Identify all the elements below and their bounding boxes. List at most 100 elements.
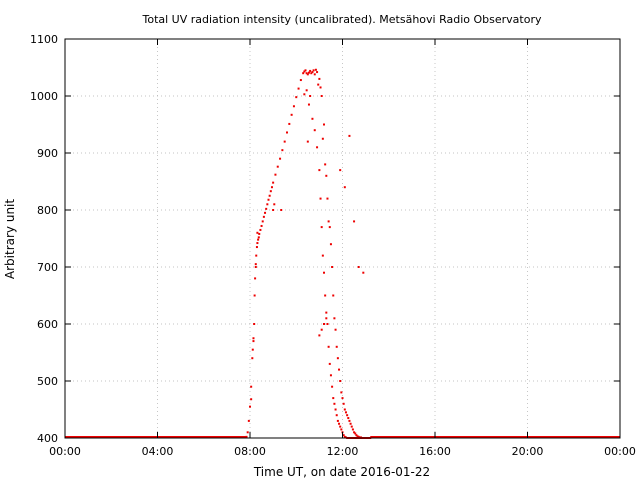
data-point (319, 86, 322, 89)
data-point (323, 323, 325, 325)
data-point (246, 431, 249, 434)
data-point (276, 165, 279, 168)
x-tick-label: 12:00 (327, 445, 359, 458)
x-tick-label: 00:00 (604, 445, 636, 458)
y-tick-label: 500 (37, 375, 58, 388)
data-point (283, 140, 286, 143)
data-point (333, 317, 336, 320)
x-tick-label: 16:00 (419, 445, 451, 458)
data-point (262, 215, 265, 218)
ticks-layer: 400 500 600 700 800 900 1000 1100 00:00 04:00 08:0… (30, 33, 636, 458)
data-point (328, 362, 331, 365)
data-point (290, 113, 293, 116)
data-point (255, 246, 258, 249)
data-point (334, 328, 337, 331)
data-point (256, 231, 259, 234)
data-point (347, 417, 350, 420)
data-point (264, 211, 267, 214)
data-point (343, 408, 346, 411)
data-point (349, 422, 352, 425)
data-point (254, 263, 257, 266)
data-point (268, 194, 271, 197)
data-point (321, 137, 324, 140)
data-point (324, 294, 327, 297)
data-point (255, 254, 258, 257)
data-point (327, 345, 330, 348)
data-point (270, 186, 273, 189)
data-point (318, 77, 321, 80)
data-point (334, 408, 337, 411)
data-point (323, 271, 325, 274)
data-point (343, 435, 346, 438)
data-point (305, 89, 308, 92)
data-point (325, 174, 328, 177)
data-point (346, 414, 349, 417)
data-point (353, 431, 356, 434)
data-point (348, 134, 351, 137)
data-point (299, 79, 302, 82)
data-point (247, 419, 250, 422)
data-point (259, 228, 262, 231)
data-point (316, 71, 319, 74)
x-tick-label: 20:00 (512, 445, 544, 458)
y-tick-label: 700 (37, 261, 58, 274)
data-point (351, 428, 354, 431)
data-point (353, 220, 356, 223)
data-point (251, 348, 254, 351)
data-point (265, 207, 268, 210)
data-point (339, 169, 342, 172)
data-point (313, 129, 316, 132)
data-point (362, 271, 365, 274)
data-point (266, 203, 269, 206)
data-point (305, 72, 308, 75)
data-point (295, 96, 298, 99)
data-point (297, 87, 300, 90)
chart-title: Total UV radiation intensity (uncalibrat… (142, 13, 542, 26)
data-point (344, 436, 347, 439)
data-point (343, 186, 346, 189)
data-point (292, 105, 295, 108)
data-point (320, 226, 323, 229)
data-point (306, 73, 309, 76)
data-point (331, 385, 334, 388)
data-point (272, 209, 275, 211)
data-point (327, 220, 330, 223)
data-point (357, 435, 360, 438)
data-point (318, 334, 321, 337)
data-point (318, 169, 321, 172)
y-tick-label: 400 (37, 432, 58, 445)
data-point (340, 428, 343, 431)
data-point (256, 242, 259, 245)
data-point (340, 391, 343, 394)
data-point (335, 345, 338, 348)
x-tick-label: 08:00 (234, 445, 266, 458)
data-point (307, 71, 310, 74)
data-point (348, 419, 351, 422)
data-point (329, 374, 332, 377)
data-point (335, 414, 338, 417)
data-point (267, 198, 270, 201)
data-point (254, 277, 257, 280)
data-point (272, 181, 275, 184)
data-point (336, 357, 339, 360)
data-point (333, 402, 336, 405)
data-point (320, 328, 323, 331)
data-point (253, 294, 256, 297)
data-point (341, 397, 344, 400)
data-point (260, 224, 263, 227)
grid-layer (65, 39, 620, 438)
data-point (311, 117, 314, 120)
data-point (332, 397, 335, 400)
data-point (249, 405, 251, 408)
x-axis-title: Time UT, on date 2016-01-22 (253, 465, 430, 479)
data-point (279, 157, 282, 160)
x-tick-label: 00:00 (49, 445, 81, 458)
data-point (338, 422, 341, 425)
data-point (306, 140, 309, 143)
y-axis-title: Arbitrary unit (3, 199, 17, 279)
data-point (257, 238, 260, 241)
data-point (273, 203, 276, 206)
data-point (355, 434, 358, 437)
